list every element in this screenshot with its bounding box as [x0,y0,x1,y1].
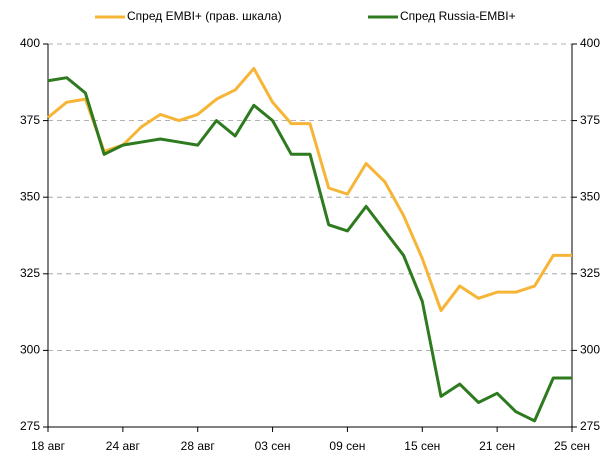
x-tick-label: 18 авг [31,439,66,453]
y-tick-label: 275 [20,419,40,433]
x-tick-label: 21 сен [479,439,515,453]
y2-tick-label: 325 [580,266,600,280]
x-tick-label: 25 сен [554,439,590,453]
legend-label: Спред EMBI+ (прав. шкала) [127,9,282,23]
y-tick-label: 325 [20,266,40,280]
y2-tick-label: 350 [580,189,600,203]
legend-label: Спред Russia-EMBI+ [400,9,516,23]
y-tick-label: 300 [20,343,40,357]
y2-tick-label: 275 [580,419,600,433]
y-tick-label: 400 [20,36,40,50]
x-tick-label: 15 сен [404,439,440,453]
x-tick-label: 28 авг [181,439,216,453]
y2-tick-label: 300 [580,343,600,357]
x-tick-label: 03 сен [255,439,291,453]
y2-tick-label: 375 [580,113,600,127]
y-tick-label: 350 [20,189,40,203]
y-tick-label: 375 [20,113,40,127]
x-tick-label: 09 сен [329,439,365,453]
x-tick-label: 24 авг [106,439,141,453]
series-line [47,67,572,313]
series-line [47,76,572,423]
y2-tick-label: 400 [580,36,600,50]
